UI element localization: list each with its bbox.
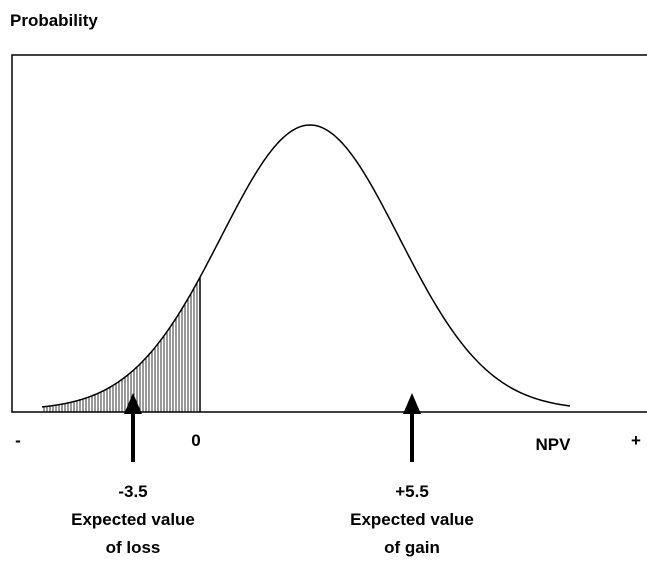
loss-hatching	[43, 277, 201, 412]
gain-caption: Expected value	[350, 510, 474, 529]
axis-minus: -	[15, 431, 21, 450]
gain-caption: of gain	[384, 538, 440, 557]
distribution-curve	[41, 124, 571, 408]
plot-frame	[11, 54, 647, 413]
loss-value: -3.5	[118, 482, 147, 501]
axis-plus: +	[631, 431, 641, 450]
loss-caption: of loss	[106, 538, 161, 557]
axis-label: NPV	[536, 435, 572, 454]
gain-arrow	[403, 393, 421, 462]
loss-caption: Expected value	[71, 510, 195, 529]
loss-arrow	[124, 393, 142, 462]
axis-zero: 0	[191, 431, 200, 450]
gain-value: +5.5	[395, 482, 429, 501]
y-axis-label: Probability	[10, 11, 98, 30]
